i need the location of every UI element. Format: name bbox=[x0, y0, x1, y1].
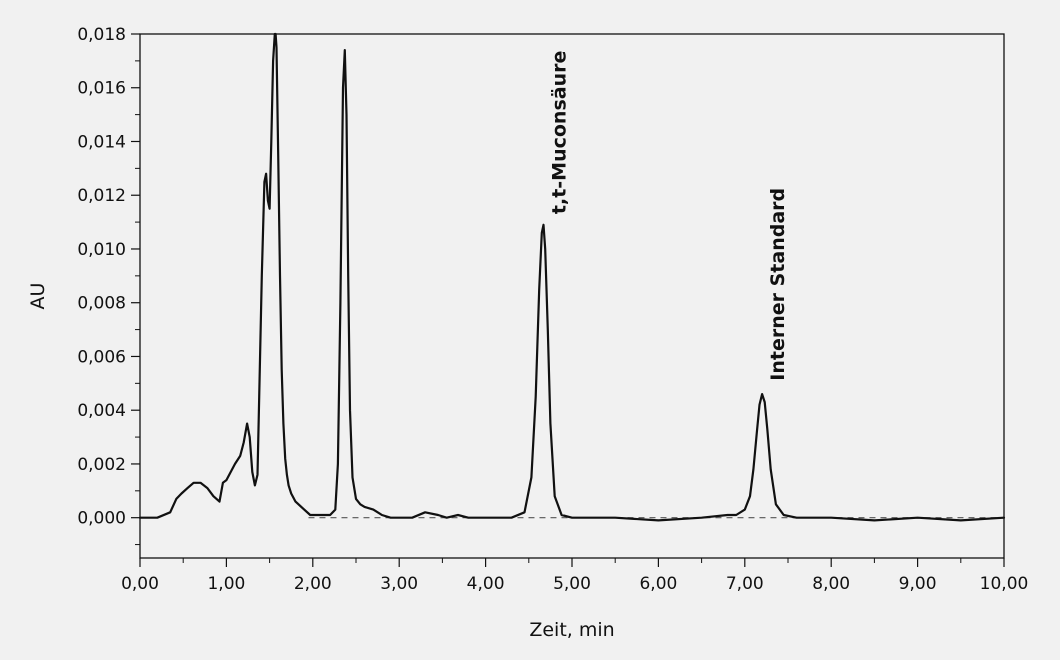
y-tick-label: 0,018 bbox=[77, 25, 126, 45]
y-axis-ticks: 0,000 0,002 0,004 0,006 0,008 0,010 0,012 0,014… bbox=[77, 25, 140, 546]
y-tick-label: 0,006 bbox=[77, 347, 126, 367]
x-tick-label: 0,00 bbox=[121, 574, 159, 594]
y-axis-title: AU bbox=[27, 283, 49, 310]
x-tick-label: 9,00 bbox=[899, 574, 937, 594]
x-axis-title: Zeit, min bbox=[529, 619, 614, 641]
x-tick-label: 10,00 bbox=[980, 574, 1029, 594]
y-tick-label: 0,008 bbox=[77, 294, 126, 314]
x-tick-label: 5,00 bbox=[553, 574, 591, 594]
x-tick-label: 7,00 bbox=[726, 574, 764, 594]
y-tick-label: 0,004 bbox=[77, 401, 126, 421]
peak-label: t,t-Muconsäure bbox=[548, 51, 570, 214]
y-tick-label: 0,016 bbox=[77, 79, 126, 99]
x-tick-label: 2,00 bbox=[294, 574, 332, 594]
chromatogram-trace bbox=[138, 32, 1006, 522]
x-tick-label: 3,00 bbox=[380, 574, 418, 594]
x-tick-label: 1,00 bbox=[207, 574, 245, 594]
y-tick-label: 0,000 bbox=[77, 509, 126, 529]
plot-frame bbox=[139, 33, 1005, 559]
x-tick-label: 8,00 bbox=[812, 574, 850, 594]
y-tick-label: 0,014 bbox=[77, 132, 126, 152]
y-tick-label: 0,010 bbox=[77, 240, 126, 260]
y-tick-label: 0,002 bbox=[77, 455, 126, 475]
peak-annotations: t,t-Muconsäure Interner Standard bbox=[548, 51, 789, 381]
x-tick-label: 4,00 bbox=[467, 574, 505, 594]
peak-label: Interner Standard bbox=[767, 188, 789, 381]
y-tick-label: 0,012 bbox=[77, 186, 126, 206]
x-axis-ticks: 0,00 1,00 2,00 3,00 4,00 5,00 6,00 7,00 8,00 9,00… bbox=[121, 558, 1028, 594]
x-tick-label: 6,00 bbox=[639, 574, 677, 594]
